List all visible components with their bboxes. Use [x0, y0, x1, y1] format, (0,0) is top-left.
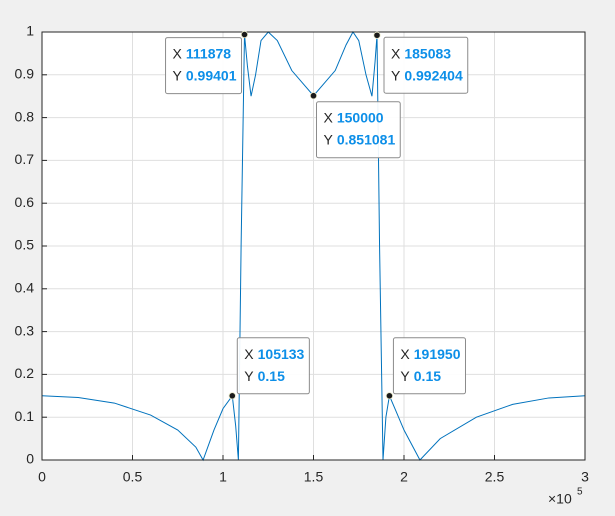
y-tick-label: 0.4	[15, 280, 35, 296]
datatip-row: X 105133	[244, 346, 304, 362]
y-tick-label: 0	[26, 451, 34, 467]
y-tick-label: 0.6	[15, 194, 35, 210]
datatip-y-key: Y	[391, 67, 401, 83]
datatip-box	[316, 101, 401, 159]
y-tick-label: 0.5	[15, 237, 35, 253]
datatip-x-key: X	[324, 109, 334, 125]
datatip-x-value: 191950	[414, 346, 461, 362]
x-tick-label: 0	[38, 469, 46, 485]
datatip-y-value: 0.15	[258, 368, 285, 384]
datatip-y-key: Y	[324, 131, 334, 147]
datatip-x-value: 150000	[337, 109, 384, 125]
x-exponent: 5	[577, 487, 583, 498]
datatip-box	[236, 337, 310, 395]
datatip-y-key: Y	[400, 368, 410, 384]
datatip-row: Y 0.15	[244, 368, 285, 384]
datatip-row: Y 0.992404	[391, 67, 463, 83]
datatip-x-key: X	[400, 346, 410, 362]
datatip-y-key: Y	[173, 67, 183, 83]
datatip-x-value: 105133	[258, 346, 305, 362]
datatip-x-key: X	[244, 346, 254, 362]
datatip-box	[392, 337, 466, 395]
datatip-x-key: X	[173, 45, 183, 61]
datatip-box	[165, 37, 242, 95]
y-tick-label: 0.3	[15, 322, 35, 338]
x-tick-label: 1.5	[304, 469, 324, 485]
y-tick-label: 1	[26, 23, 34, 39]
y-tick-label: 0.2	[15, 365, 35, 381]
datatip-x-value: 185083	[404, 45, 451, 61]
datatip-row: X 191950	[400, 346, 460, 362]
datatip-row: Y 0.15	[400, 368, 441, 384]
data-line	[41, 31, 586, 462]
x-tick-label: 2	[400, 469, 408, 485]
datatip-row: Y 0.851081	[324, 131, 396, 147]
datatip-y-value: 0.851081	[337, 131, 396, 147]
datatip-marker	[373, 31, 381, 39]
datatip-y-key: Y	[244, 368, 254, 384]
datatip-x-value: 111878	[186, 45, 231, 61]
y-tick-label: 0.7	[15, 151, 35, 167]
datatip-x-key: X	[391, 45, 401, 61]
datatip-marker	[385, 392, 394, 400]
datatip-row: X 111878	[173, 45, 232, 61]
x-tick-label: 1	[219, 469, 227, 485]
x-exponent-base: ×10	[548, 491, 572, 507]
x-tick-label: 3	[581, 469, 589, 485]
datatip-row: Y 0.99401	[173, 67, 237, 83]
x-tick-label: 2.5	[485, 469, 505, 485]
x-tick-label: 0.5	[123, 469, 143, 485]
datatip-y-value: 0.15	[414, 368, 441, 384]
datatip-y-value: 0.99401	[186, 67, 237, 83]
datatip-box	[383, 36, 469, 94]
datatip-marker	[309, 92, 318, 100]
datatip-marker	[228, 392, 236, 400]
y-tick-label: 0.9	[15, 66, 35, 82]
datatip-y-value: 0.992404	[404, 67, 463, 83]
datatip-row: X 150000	[324, 109, 384, 125]
datatip-marker	[240, 30, 249, 39]
y-tick-label: 0.1	[15, 408, 35, 424]
datatip-row: X 185083	[391, 45, 451, 61]
y-tick-label: 0.8	[15, 108, 35, 124]
